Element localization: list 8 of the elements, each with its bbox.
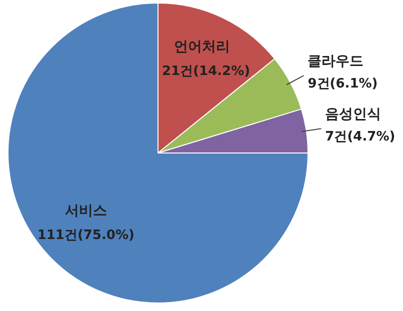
data-label: 21건(14.2%) bbox=[162, 64, 250, 79]
data-label: 9건(6.1%) bbox=[308, 76, 378, 92]
slice-label: 서비스 bbox=[64, 203, 107, 220]
slice-label: 음성인식 bbox=[325, 106, 382, 123]
data-label: 7건(4.7%) bbox=[325, 130, 396, 145]
data-label: 111건(75.0%) bbox=[37, 228, 134, 244]
slice-label: 언어처리 bbox=[174, 38, 230, 55]
slice-label: 클라우드 bbox=[308, 54, 364, 70]
